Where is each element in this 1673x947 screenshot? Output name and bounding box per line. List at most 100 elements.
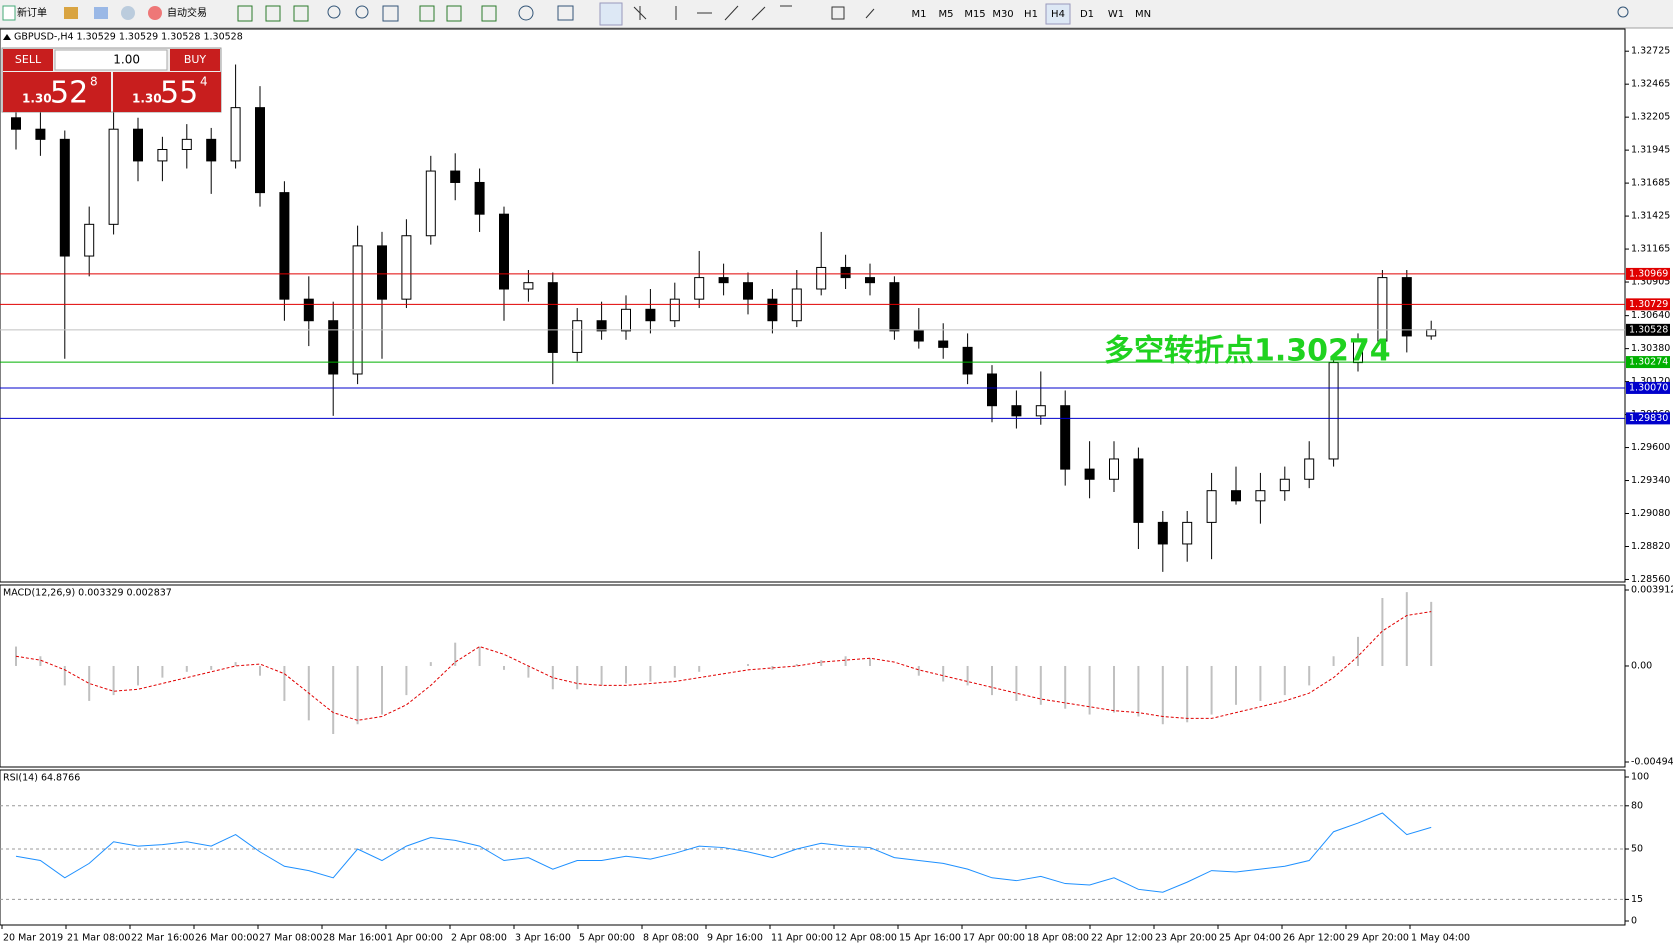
timeframe-button[interactable]: H1	[1024, 9, 1038, 20]
level-tag	[1626, 267, 1670, 280]
buy-pips: 55	[160, 76, 198, 111]
buy-button[interactable]	[170, 49, 220, 71]
candle-body	[303, 298, 314, 322]
one-click-trade: SELL 1.00 BUY 1.30 52 8 1.30 55 4	[1, 47, 222, 113]
candle-body	[255, 107, 265, 194]
x-tick-label: 1 Apr 00:00	[387, 933, 443, 944]
x-tick-label: 25 Apr 04:00	[1219, 933, 1281, 944]
y-tick-label: 1.28560	[1631, 574, 1670, 585]
timeframe-button[interactable]: MN	[1135, 9, 1151, 20]
candle-body	[1304, 458, 1315, 480]
timeframe-button[interactable]: H4	[1051, 9, 1065, 20]
y-tick-label: 50	[1631, 844, 1643, 855]
level-label: 1.30070	[1629, 382, 1668, 393]
timeframe-button[interactable]: M5	[939, 9, 954, 20]
candle-body	[889, 282, 900, 332]
timeframe-button[interactable]: W1	[1108, 9, 1124, 20]
y-tick-label: 1.32205	[1631, 112, 1670, 123]
candle-body	[1353, 340, 1363, 364]
x-tick-label: 20 Mar 2019	[3, 933, 63, 944]
timeframe-button[interactable]: D1	[1080, 9, 1094, 20]
candle-body	[206, 138, 217, 162]
x-tick-label: 22 Apr 12:00	[1091, 933, 1153, 944]
indicator-title: MACD(12,26,9) 0.003329 0.002837	[3, 588, 172, 599]
level-tag	[1626, 381, 1670, 394]
y-tick-label: 1.32725	[1631, 46, 1670, 57]
auto-trade-label: 自动交易	[167, 6, 207, 19]
y-tick-label: 100	[1631, 772, 1649, 783]
candle-body	[230, 107, 241, 162]
buy-price-box[interactable]	[113, 72, 221, 112]
lot-input[interactable]	[54, 49, 168, 71]
x-tick-label: 9 Apr 16:00	[707, 933, 763, 944]
x-tick-label: 2 Apr 08:00	[451, 933, 507, 944]
candle-body	[133, 128, 143, 162]
candle-body	[572, 320, 583, 353]
main-chart: GBPUSD-,H4 1.30529 1.30529 1.30528 1.305…	[0, 32, 1670, 944]
y-tick-label: 80	[1631, 800, 1643, 811]
timeframe-button[interactable]: M30	[992, 9, 1013, 20]
candle-body	[352, 245, 363, 375]
level-tag	[1626, 412, 1670, 425]
candle-body	[913, 330, 924, 342]
rsi-line	[15, 812, 1432, 893]
icon[interactable]	[121, 6, 135, 20]
y-tick-label: 1.29080	[1631, 508, 1670, 519]
candle-body	[865, 277, 875, 284]
candle-body	[1206, 490, 1217, 523]
x-tick-label: 12 Apr 08:00	[835, 933, 897, 944]
level-label: 1.30969	[1629, 268, 1668, 279]
x-tick-label: 15 Apr 16:00	[899, 933, 961, 944]
timeframe-bar: M1 M5 M15 M30 H1 H4 D1 W1 MN	[912, 3, 1151, 25]
level-tag	[1626, 356, 1670, 369]
buy-fraction: 4	[200, 75, 208, 89]
y-tick-label: 1.30380	[1631, 343, 1670, 354]
sell-price-box[interactable]	[3, 72, 111, 112]
candle-body	[621, 308, 631, 332]
candle-body	[1011, 405, 1022, 417]
level-label: 1.30729	[1629, 299, 1668, 310]
main-panel	[0, 28, 1626, 583]
sell-big-figure: 1.30	[22, 92, 52, 106]
rsi-panel	[0, 769, 1626, 926]
timeframe-active	[1045, 3, 1071, 25]
signal-line	[15, 611, 1432, 721]
x-tick-label: 29 Apr 20:00	[1347, 933, 1409, 944]
candle-body	[181, 138, 192, 150]
cursor-tool[interactable]	[599, 2, 623, 26]
search-icon[interactable]	[1617, 6, 1629, 18]
timeframe-button[interactable]: M15	[964, 9, 985, 20]
candle-body	[816, 266, 827, 290]
candle-body	[547, 282, 558, 353]
x-tick-label: 5 Apr 00:00	[579, 933, 635, 944]
y-tick-label: 1.30905	[1631, 277, 1670, 288]
candle-body	[1060, 405, 1071, 470]
candle-body	[669, 298, 680, 322]
level-label: 1.30528	[1629, 324, 1668, 335]
toolbar	[0, 0, 1673, 28]
candle-body	[987, 373, 997, 407]
candle-body	[1279, 478, 1290, 492]
candle-body	[1377, 277, 1388, 342]
candle-body	[718, 277, 729, 284]
macd-panel	[0, 584, 1626, 768]
sell-pips: 52	[50, 76, 88, 111]
x-tick-label: 22 Mar 16:00	[131, 933, 194, 944]
auto-trade-button[interactable]: 自动交易	[148, 6, 207, 20]
candle-body	[1328, 362, 1339, 460]
icon[interactable]	[64, 7, 78, 19]
candle-body	[108, 128, 119, 225]
tool-icons[interactable]	[237, 5, 574, 22]
y-tick-label: 15	[1631, 894, 1643, 905]
timeframe-button[interactable]: M1	[912, 9, 927, 20]
level-label: 1.30274	[1629, 357, 1668, 368]
candle-body	[474, 181, 485, 215]
candle-body	[694, 277, 705, 300]
sell-button[interactable]	[3, 49, 53, 71]
new-order-button[interactable]: 新订单	[2, 5, 47, 21]
y-tick-label: 0	[1631, 916, 1637, 927]
icon[interactable]	[94, 7, 108, 19]
y-tick-label: 1.31685	[1631, 178, 1670, 189]
draw-tools[interactable]	[633, 5, 875, 21]
